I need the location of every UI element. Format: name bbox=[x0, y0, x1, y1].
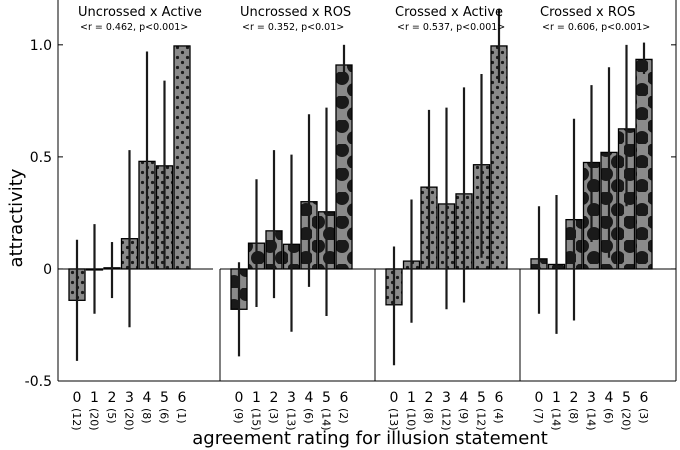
category-label: 2 bbox=[270, 390, 279, 406]
category-label: 5 bbox=[477, 390, 486, 406]
n-label: (9) bbox=[457, 408, 470, 424]
n-label: (10) bbox=[405, 408, 418, 431]
y-tick-label: 0 bbox=[43, 262, 52, 278]
category-label: 2 bbox=[108, 390, 117, 406]
n-label: (20) bbox=[123, 408, 136, 431]
panel-stats: <r = 0.462, p<0.001> bbox=[80, 22, 188, 33]
category-label: 6 bbox=[340, 390, 349, 406]
category-label: 2 bbox=[425, 390, 434, 406]
category-label: 4 bbox=[605, 390, 614, 406]
n-label: (13) bbox=[285, 408, 298, 431]
category-label: 0 bbox=[73, 390, 82, 406]
category-label: 6 bbox=[640, 390, 649, 406]
panel-stats: <r = 0.537, p<0.001> bbox=[397, 22, 505, 33]
category-label: 1 bbox=[407, 390, 416, 406]
n-label: (6) bbox=[158, 408, 171, 424]
category-label: 5 bbox=[622, 390, 631, 406]
panel-title: Uncrossed x Active bbox=[78, 5, 202, 20]
category-label: 3 bbox=[125, 390, 134, 406]
n-label: (12) bbox=[475, 408, 488, 431]
n-label: (9) bbox=[232, 408, 245, 424]
panel-title: Crossed x ROS bbox=[540, 5, 635, 20]
n-label: (15) bbox=[250, 408, 263, 431]
n-label: (20) bbox=[88, 408, 101, 431]
n-label: (3) bbox=[267, 408, 280, 424]
n-label: (1) bbox=[175, 408, 188, 424]
category-label: 2 bbox=[570, 390, 579, 406]
n-label: (7) bbox=[532, 408, 545, 424]
panel-stats: <r = 0.606, p<0.001> bbox=[542, 22, 650, 33]
bar bbox=[635, 58, 653, 270]
bar bbox=[173, 45, 191, 270]
n-label: (6) bbox=[302, 408, 315, 424]
category-label: 0 bbox=[535, 390, 544, 406]
n-label: (8) bbox=[567, 408, 580, 424]
category-label: 5 bbox=[322, 390, 331, 406]
category-label: 4 bbox=[460, 390, 469, 406]
panel-title: Uncrossed x ROS bbox=[240, 5, 351, 20]
n-label: (3) bbox=[637, 408, 650, 424]
n-label: (2) bbox=[337, 408, 350, 424]
category-label: 3 bbox=[587, 390, 596, 406]
category-label: 3 bbox=[442, 390, 451, 406]
n-label: (14) bbox=[550, 408, 563, 431]
category-label: 1 bbox=[90, 390, 99, 406]
x-axis-title: agreement rating for illusion statement bbox=[192, 428, 548, 449]
category-label: 4 bbox=[305, 390, 314, 406]
category-label: 1 bbox=[552, 390, 561, 406]
n-label: (14) bbox=[320, 408, 333, 431]
panel-stats: <r = 0.352, p<0.01> bbox=[242, 22, 344, 33]
category-label: 3 bbox=[287, 390, 296, 406]
category-label: 0 bbox=[235, 390, 244, 406]
category-label: 1 bbox=[252, 390, 261, 406]
category-label: 4 bbox=[143, 390, 152, 406]
y-tick-label: 1.0 bbox=[30, 38, 52, 54]
category-label: 6 bbox=[495, 390, 504, 406]
n-label: (4) bbox=[492, 408, 505, 424]
category-label: 0 bbox=[390, 390, 399, 406]
n-label: (13) bbox=[387, 408, 400, 431]
y-axis-title: attractivity bbox=[6, 168, 27, 267]
n-label: (12) bbox=[70, 408, 83, 431]
y-tick-label: -0.5 bbox=[25, 374, 52, 390]
n-label: (20) bbox=[620, 408, 633, 431]
category-label: 6 bbox=[178, 390, 187, 406]
category-label: 5 bbox=[160, 390, 169, 406]
n-label: (14) bbox=[585, 408, 598, 431]
n-label: (5) bbox=[105, 408, 118, 424]
y-tick-label: 0.5 bbox=[30, 150, 52, 166]
n-label: (8) bbox=[422, 408, 435, 424]
n-label: (8) bbox=[140, 408, 153, 424]
bar bbox=[335, 64, 353, 270]
panel-title: Crossed x Active bbox=[395, 5, 503, 20]
n-label: (12) bbox=[440, 408, 453, 431]
n-label: (6) bbox=[602, 408, 615, 424]
